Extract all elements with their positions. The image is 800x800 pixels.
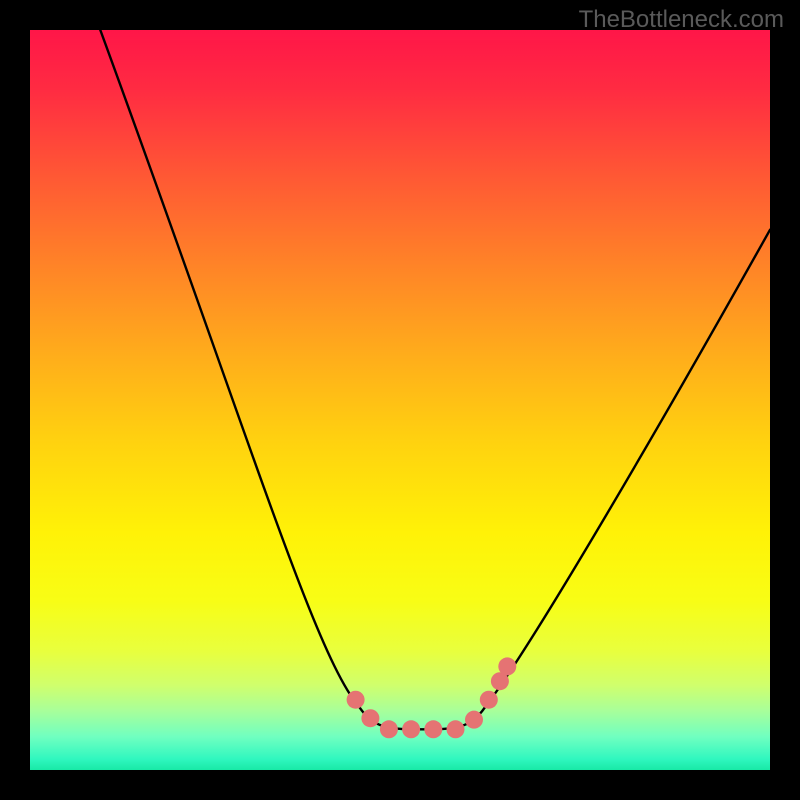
data-dot [424,720,442,738]
data-dot [498,657,516,675]
data-dot [402,720,420,738]
chart-frame [30,30,770,770]
data-dot [361,709,379,727]
data-dot [480,691,498,709]
data-dot [380,720,398,738]
bottleneck-chart [30,30,770,770]
data-dot [465,711,483,729]
watermark-text: TheBottleneck.com [579,6,784,34]
data-dot [447,720,465,738]
data-dot [347,691,365,709]
